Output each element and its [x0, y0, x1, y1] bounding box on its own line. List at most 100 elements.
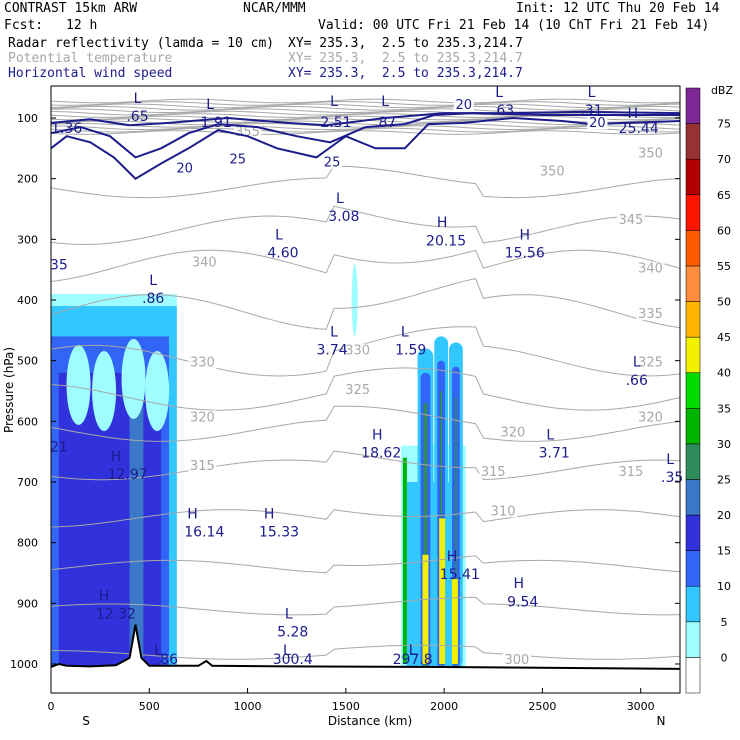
extremum-marker-25: H — [514, 576, 525, 592]
theta-contour-8 — [51, 509, 680, 528]
colorbar-label-8: 40 — [717, 367, 731, 380]
extremum-marker-28: L — [154, 643, 162, 659]
y-tick-label-1: 200 — [17, 173, 38, 186]
theta-label-bg-4 — [190, 255, 219, 269]
stratosphere-theta-1 — [51, 101, 680, 106]
theta-label-bg-10 — [636, 355, 665, 369]
stratosphere-theta-13 — [51, 130, 680, 135]
field-xy-wind: XY= 235.3, 2.5 to 235.3,214.7 — [288, 66, 523, 81]
extremum-value-16: .66 — [626, 373, 648, 389]
extremum-value-2: 2.51 — [320, 115, 351, 131]
theta-label-17: 310 — [491, 504, 516, 519]
extremum-value-12: 35 — [50, 258, 68, 274]
extremum-value-22: 16.14 — [184, 525, 224, 541]
theta-label-9: 325 — [345, 383, 370, 398]
reflectivity-turret-3 — [145, 351, 170, 431]
theta-contour-10 — [51, 596, 680, 616]
reflectivity-turret-0 — [66, 344, 91, 425]
extremum-marker-6: H — [628, 106, 639, 122]
extremum-value-11: 4.60 — [267, 246, 298, 262]
wind-label-1: 25 — [229, 153, 246, 168]
theta-contour-1 — [51, 205, 680, 245]
theta-label-16: 315 — [618, 465, 643, 480]
colorbar-bin-11 — [685, 265, 701, 302]
extremum-value-24: 15.41 — [440, 567, 480, 583]
x-tick-label-1: 500 — [139, 700, 160, 713]
terrain-fill — [51, 624, 680, 693]
extremum-value-14: 3.74 — [316, 343, 347, 359]
colorbar-bin-15 — [685, 123, 701, 160]
colorbar-bin-8 — [685, 372, 701, 409]
theta-contour-3 — [51, 278, 680, 330]
axes-layer: 0 500 1000 1500 2000 2500 3000 100 200 300 400 500 6… — [2, 112, 680, 728]
extremum-marker-27: L — [285, 607, 293, 623]
theta-label-bg-15 — [479, 464, 508, 478]
colorbar-bin-1 — [685, 621, 701, 658]
colorbar-label-0: 0 — [721, 651, 728, 664]
theta-contour-2 — [51, 249, 680, 282]
field-xy-reflectivity: XY= 235.3, 2.5 to 235.3,214.7 — [288, 36, 523, 51]
y-axis-label: Pressure (hPa) — [2, 347, 16, 433]
theta-label-15: 315 — [481, 465, 506, 480]
colorbar-label-14: 70 — [717, 153, 731, 166]
extremum-value-15: 1.59 — [395, 343, 426, 359]
colorbar-label-9: 45 — [717, 331, 731, 344]
reflectivity-turret-2 — [121, 338, 146, 419]
theta-label-4: 340 — [192, 256, 217, 271]
extremum-value-7: 1.36 — [51, 121, 82, 137]
colorbar-label-11: 55 — [717, 260, 731, 273]
y-tick-label-7: 800 — [17, 537, 38, 550]
reflectivity-block-4 — [129, 348, 144, 668]
extremum-marker-10: H — [519, 227, 530, 243]
theta-label-7: 330 — [190, 356, 215, 371]
extremum-value-3: .87 — [374, 115, 396, 131]
extremum-value-27: 5.28 — [277, 625, 308, 641]
theta-contour-4 — [51, 326, 680, 377]
theta-label-0: 355 — [235, 125, 260, 140]
model-title: CONTRAST 15km ARW — [4, 1, 138, 16]
extremum-marker-22: H — [187, 506, 198, 522]
extremum-value-18: 12.97 — [108, 467, 148, 483]
theta-label-bg-12 — [498, 425, 527, 439]
theta-label-bg-13 — [636, 410, 665, 424]
extremum-value-4: .63 — [492, 103, 514, 119]
extremum-value-28: .86 — [156, 652, 178, 668]
colorbar: 0 5 10 15 20 25 30 35 40 45 50 55 60 65 70 75 dBZ — [685, 84, 734, 694]
colorbar-bin-6 — [685, 443, 701, 480]
theta-label-2: 350 — [638, 146, 663, 161]
extremum-marker-23: H — [264, 506, 275, 522]
extremum-marker-8: L — [336, 191, 344, 207]
wind-label-bg-1 — [227, 152, 248, 166]
extremum-marker-11: L — [275, 227, 283, 243]
x-tick-label-6: 3000 — [627, 700, 655, 713]
colorbar-unit: dBZ — [711, 84, 734, 97]
colorbar-bin-2 — [685, 585, 701, 623]
wind-label-0: 20 — [176, 162, 193, 177]
colorbar-bin-10 — [685, 301, 701, 338]
wind-label-3: 20 — [456, 98, 473, 113]
theta-label-bg-7 — [188, 355, 217, 369]
x-end-label-north: N — [657, 714, 666, 728]
extremum-marker-1: L — [206, 97, 214, 113]
colorbar-label-1: 5 — [721, 616, 728, 629]
y-tick-label-9: 1000 — [10, 658, 38, 671]
extremum-marker-4: L — [495, 85, 503, 101]
field-name-wind: Horizontal wind speed — [8, 66, 173, 81]
colorbar-label-4: 20 — [717, 509, 731, 522]
wind-label-bg-4 — [587, 116, 608, 130]
extremum-marker-19: H — [372, 428, 383, 444]
reflectivity-turret-1 — [92, 351, 117, 431]
theta-label-13: 320 — [638, 410, 663, 425]
field-name-reflectivity: Radar reflectivity (lamda = 10 cm) — [8, 36, 275, 51]
colorbar-bin-7 — [685, 408, 701, 445]
wind-label-2: 25 — [324, 156, 341, 171]
theta-label-10: 325 — [638, 356, 663, 371]
x-tick-label-5: 2500 — [528, 700, 556, 713]
colorbar-label-10: 50 — [717, 296, 731, 309]
extremum-marker-14: L — [330, 324, 338, 340]
extremum-value-25: 9.54 — [507, 594, 538, 610]
storm-edge-green — [402, 457, 407, 664]
extremum-value-29: 300.4 — [273, 652, 313, 668]
x-tick-label-2: 1000 — [234, 700, 262, 713]
